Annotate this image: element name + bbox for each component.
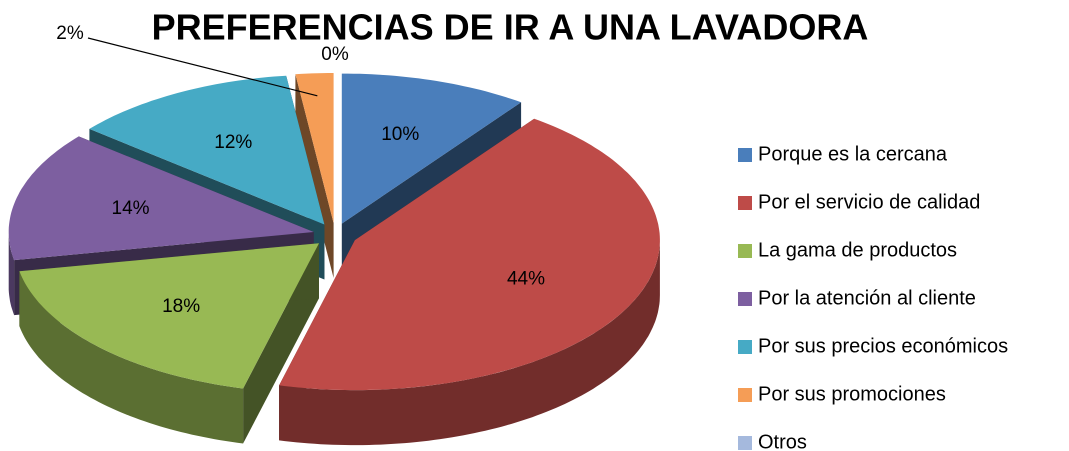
slice-side [279, 240, 660, 446]
data-labels: 10% 44% 18% 14% 12% 2% 0% [56, 23, 545, 317]
data-label: 14% [112, 198, 150, 219]
legend-label: La gama de productos [758, 239, 957, 261]
pie-slice [295, 73, 334, 223]
legend-label: Por la atención al cliente [758, 287, 976, 309]
legend-swatch [738, 196, 752, 210]
pie-slice [279, 118, 660, 391]
legend-swatch [738, 436, 752, 450]
legend-swatch [738, 148, 752, 162]
data-label: 2% [56, 23, 84, 44]
pie-slice [341, 73, 522, 224]
pie-slice [89, 75, 325, 225]
data-label: 44% [507, 269, 545, 290]
legend-label: Por sus promociones [758, 383, 946, 405]
pie-tops [8, 73, 660, 391]
pie-slice [19, 243, 320, 389]
data-label: 0% [321, 44, 349, 65]
pie-slice [8, 136, 314, 261]
legend-label: Por el servicio de calidad [758, 191, 980, 213]
legend-label: Porque es la cercana [758, 143, 948, 165]
legend-swatch [738, 244, 752, 258]
data-label: 10% [381, 124, 419, 145]
legend-swatch [738, 388, 752, 402]
chart-title: PREFERENCIAS DE IR A UNA LAVADORA [152, 7, 869, 48]
legend-label: Por sus precios económicos [758, 335, 1008, 357]
slice-side [19, 271, 244, 444]
legend: Porque es la cercana Por el servicio de c… [738, 143, 1008, 451]
legend-swatch [738, 292, 752, 306]
legend-swatch [738, 340, 752, 354]
slice-side [8, 232, 15, 316]
leader-line [87, 37, 318, 97]
data-label: 12% [214, 132, 252, 153]
data-label: 18% [162, 296, 200, 317]
legend-label: Otros [758, 431, 807, 451]
